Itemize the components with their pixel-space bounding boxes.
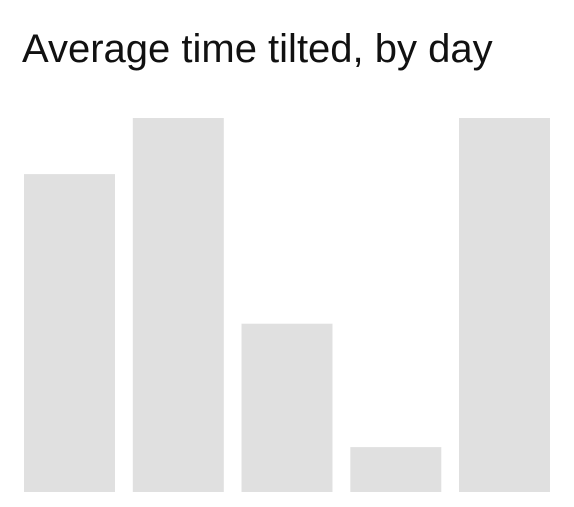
bar-3 bbox=[241, 323, 333, 492]
bars-group bbox=[24, 118, 550, 492]
bar-5 bbox=[459, 118, 550, 492]
bar-4 bbox=[350, 447, 442, 492]
chart-title: Average time tilted, by day bbox=[22, 27, 493, 71]
bar-1 bbox=[24, 174, 115, 492]
bar-2 bbox=[132, 118, 224, 492]
